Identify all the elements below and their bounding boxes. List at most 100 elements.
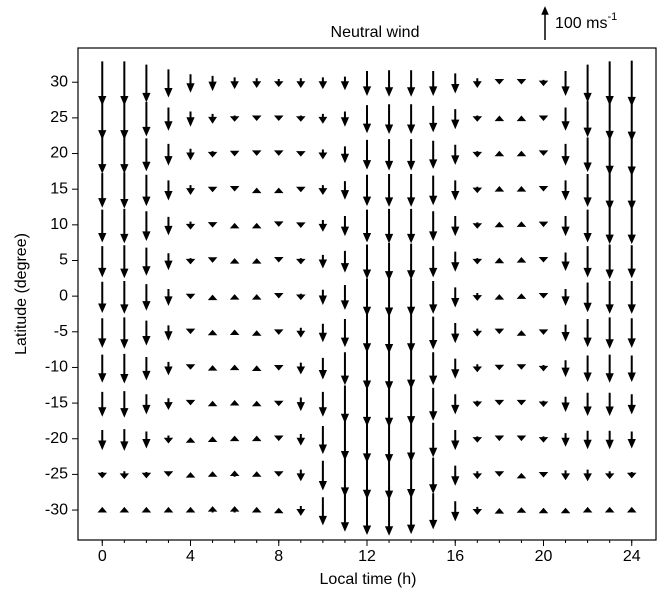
wind-arrow [229, 364, 240, 371]
wind-arrow [120, 391, 129, 418]
wind-arrow [561, 324, 570, 342]
wind-arrow [472, 222, 483, 229]
wind-arrow [429, 493, 438, 530]
wind-arrow [627, 318, 636, 348]
wind-arrow [429, 105, 438, 133]
x-axis-label: Local time (h) [320, 571, 417, 588]
wind-arrow [164, 216, 173, 236]
wind-arrow [207, 436, 218, 442]
wind-arrow [142, 357, 151, 381]
wind-arrow [251, 365, 262, 371]
wind-arrow [120, 61, 129, 106]
wind-arrow [251, 400, 262, 407]
wind-arrow [340, 454, 350, 497]
wind-arrow [230, 77, 239, 90]
wind-arrow [340, 250, 350, 273]
wind-arrow [142, 211, 151, 241]
wind-arrow [451, 429, 460, 451]
wind-arrow [296, 293, 306, 301]
wind-arrow [164, 253, 173, 271]
wind-arrow [296, 222, 306, 228]
wind-arrow [119, 471, 130, 480]
wind-arrow [406, 243, 416, 280]
wind-arrow [251, 187, 262, 194]
wind-arrow [538, 256, 549, 263]
wind-arrow [627, 170, 636, 211]
wind-arrow [120, 429, 129, 451]
wind-arrow [340, 419, 350, 461]
wind-arrow [251, 506, 262, 513]
wind-arrow [494, 364, 505, 371]
x-tick-label: 20 [535, 548, 553, 565]
wind-arrow [472, 292, 483, 301]
wind-arrow [516, 221, 527, 227]
wind-arrow [142, 138, 151, 172]
wind-arrow [538, 115, 549, 122]
wind-arrow [273, 329, 284, 335]
wind-arrow [516, 150, 527, 157]
wind-arrow [384, 139, 394, 171]
wind-arrow [472, 78, 482, 89]
wind-arrow [561, 107, 570, 131]
wind-arrow [252, 78, 262, 89]
wind-arrow [472, 506, 483, 515]
wind-arrow [605, 170, 614, 211]
wind-arrow [142, 320, 151, 346]
wind-arrow [561, 360, 570, 378]
wind-arrow [538, 436, 549, 443]
wind-arrow [583, 355, 592, 382]
wind-arrow [406, 70, 416, 97]
wind-arrow [142, 64, 151, 103]
wind-arrow [229, 435, 240, 442]
wind-arrow [429, 280, 438, 314]
wind-arrow [340, 318, 350, 348]
wind-arrow [406, 348, 416, 390]
wind-arrow [340, 216, 350, 237]
wind-arrow [451, 465, 460, 486]
wind-arrow [538, 221, 549, 228]
key-value: 100 [555, 15, 582, 32]
wind-arrow [229, 222, 240, 229]
wind-arrow [406, 173, 416, 207]
wind-arrow [164, 361, 173, 376]
wind-arrow [429, 352, 438, 386]
wind-arrow [494, 257, 505, 264]
wind-arrow [98, 135, 107, 174]
wind-arrow [229, 470, 240, 477]
wind-arrow [120, 317, 129, 349]
wind-arrow [273, 292, 284, 299]
wind-arrow [605, 134, 614, 176]
wind-arrow [406, 488, 416, 535]
wind-arrow [561, 180, 570, 201]
wind-arrow [583, 282, 592, 313]
wind-arrow [605, 208, 614, 245]
wind-arrow [207, 365, 218, 371]
wind-arrow [494, 221, 505, 228]
wind-arrow [561, 470, 570, 481]
wind-arrow [208, 75, 217, 92]
wind-arrow [605, 61, 614, 106]
wind-arrow [494, 328, 505, 335]
wind-arrow [185, 293, 196, 300]
wind-arrow [98, 173, 107, 208]
wind-arrow [318, 149, 328, 160]
wind-arrow [273, 187, 284, 194]
wind-arrow [296, 469, 306, 482]
wind-arrow [362, 71, 372, 96]
wind-arrow [627, 208, 636, 245]
wind-arrow [472, 364, 483, 373]
wind-arrow [98, 391, 107, 417]
wind-arrow [251, 435, 262, 442]
wind-arrow [406, 208, 416, 244]
wind-arrow [229, 399, 240, 406]
wind-arrow [273, 507, 284, 514]
wind-arrow [273, 435, 284, 442]
wind-arrow [296, 115, 306, 122]
wind-arrow [561, 252, 570, 272]
wind-arrow [561, 143, 570, 166]
wind-arrow [561, 216, 570, 237]
wind-arrow [516, 330, 527, 336]
wind-arrow [98, 61, 107, 106]
wind-arrow [362, 174, 372, 207]
wind-arrow [362, 139, 372, 170]
